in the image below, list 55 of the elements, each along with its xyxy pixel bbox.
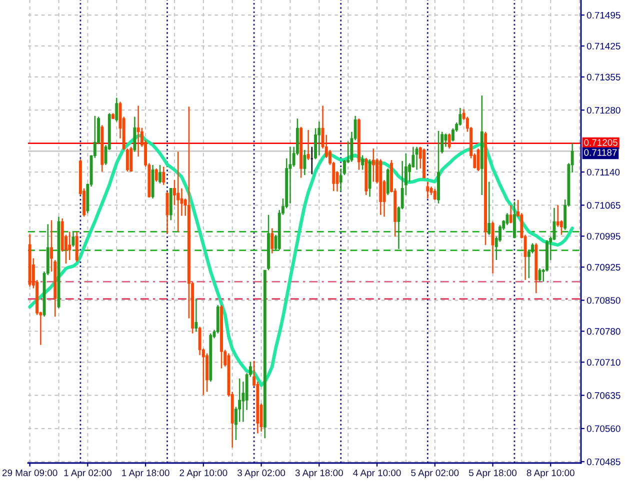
y-tick-label: 0.70710 — [586, 359, 620, 366]
x-tick-label: 3 Apr 02:00 — [237, 470, 286, 478]
x-tick-label: 8 Apr 10:00 — [526, 470, 574, 478]
candlestick — [372, 148, 375, 182]
x-tick-label: 29 Mar 09:00 — [2, 470, 58, 476]
x-tick-label: 2 Apr 10:00 — [180, 470, 228, 478]
candlestick — [415, 146, 418, 170]
candlestick — [270, 228, 274, 254]
y-tick-label: 0.70560 — [586, 425, 620, 432]
y-tick-label: 0.70780 — [586, 328, 620, 335]
candlestick — [306, 129, 310, 161]
x-tick-label: 1 Apr 02:00 — [64, 470, 112, 478]
y-tick-label: 0.70850 — [586, 297, 620, 304]
y-tick-label: 0.70635 — [586, 392, 620, 399]
x-tick-label: 1 Apr 18:00 — [122, 470, 170, 478]
x-tick-label: 4 Apr 10:00 — [353, 470, 401, 478]
candlestick — [318, 120, 321, 156]
y-tick-label: 0.70925 — [586, 264, 620, 271]
y-tick-label: 0.71425 — [586, 42, 620, 50]
candlestick — [556, 204, 560, 228]
candlestick — [68, 231, 72, 261]
candlestick — [386, 168, 390, 196]
candlestick — [72, 231, 75, 248]
y-tick-label: 0.71495 — [586, 12, 620, 19]
y-tick-label: 0.70485 — [586, 458, 620, 466]
candlestick — [162, 166, 166, 186]
y-tick-label: 0.71140 — [586, 168, 620, 176]
y-tick-label: 0.71065 — [586, 202, 620, 209]
x-tick-label: 5 Apr 02:00 — [411, 470, 459, 478]
candlestick — [512, 201, 516, 239]
candlestick — [136, 105, 140, 158]
candlestick — [476, 148, 480, 172]
candlestick — [509, 204, 512, 224]
candlestick — [158, 164, 162, 184]
candlestick — [75, 231, 78, 262]
y-tick-label: 0.70995 — [586, 232, 620, 240]
candlestick — [194, 298, 198, 332]
candlestick — [133, 116, 136, 152]
ref-line-label: 0.71205 — [584, 139, 618, 146]
y-tick-label: 0.71355 — [586, 74, 620, 80]
ref-line-label: 0.71187 — [584, 149, 617, 156]
x-tick-label: 5 Apr 18:00 — [468, 470, 517, 478]
candlestick — [115, 97, 118, 122]
candlestick — [303, 149, 306, 176]
candlestick — [288, 146, 292, 204]
candlestick — [448, 132, 451, 150]
y-tick-label: 0.71280 — [586, 106, 620, 114]
candlestick — [433, 188, 436, 201]
candlestick — [488, 181, 491, 236]
candlestick — [154, 168, 158, 182]
candlestick — [361, 154, 364, 170]
candlestick — [426, 181, 430, 200]
x-tick-label: 3 Apr 18:00 — [295, 470, 343, 478]
candlestick — [130, 146, 133, 172]
candlestick — [176, 151, 180, 232]
